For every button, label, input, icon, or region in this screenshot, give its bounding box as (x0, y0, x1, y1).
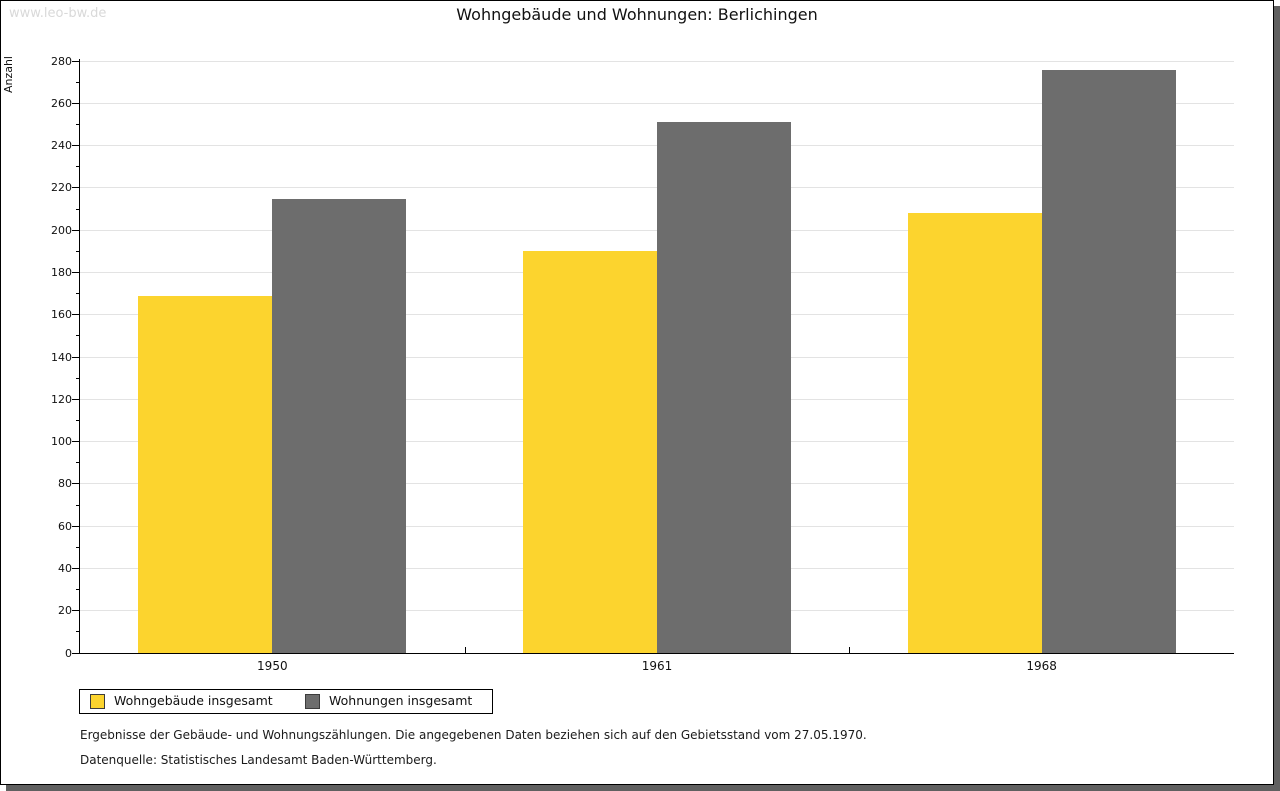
y-axis-tick-label: 20 (58, 604, 72, 618)
y-axis-minor-tick (76, 504, 80, 506)
legend-swatch-wohnungen (305, 694, 320, 709)
x-axis-tick-label: 1950 (257, 659, 288, 673)
y-axis-minor-tick (76, 462, 80, 464)
footer-source: Datenquelle: Statistisches Landesamt Bad… (80, 753, 437, 767)
legend-swatch-wohngebaeude (90, 694, 105, 709)
y-axis-major-tick (72, 60, 80, 62)
y-axis-minor-tick (76, 546, 80, 548)
x-axis-tick-label: 1968 (1026, 659, 1057, 673)
y-axis-minor-tick (76, 377, 80, 379)
bar-wohngeb-ude-insgesamt-1961 (523, 251, 657, 653)
y-axis-tick-label: 80 (58, 477, 72, 491)
watermark: www.leo-bw.de (9, 6, 107, 21)
legend: Wohngebäude insgesamt Wohnungen insgesamt (79, 689, 493, 714)
y-axis-major-tick (72, 441, 80, 443)
bar-wohngeb-ude-insgesamt-1950 (138, 295, 273, 653)
y-axis-tick-label: 240 (51, 139, 72, 153)
y-axis-tick-label: 120 (51, 392, 72, 406)
legend-label: Wohngebäude insgesamt (114, 693, 273, 708)
y-axis-major-tick (72, 356, 80, 358)
y-axis-major-tick (72, 272, 80, 273)
y-axis-minor-tick (76, 250, 80, 252)
y-axis-minor-tick (76, 631, 80, 633)
y-axis-major-tick (72, 102, 80, 104)
y-axis-major-tick (72, 567, 80, 569)
bar-wohnungen-insgesamt-1968 (1041, 69, 1176, 653)
y-axis-minor-tick (76, 166, 80, 168)
plot-area: 0 20 40 60 80 100 120 140 160 180 200 220 240 260 280 1… (51, 56, 1234, 673)
y-axis-major-tick (72, 314, 80, 316)
y-axis-tick-label: 220 (51, 181, 72, 195)
y-axis-minor-tick (76, 208, 80, 210)
y-axis-major-tick (72, 145, 80, 147)
y-axis-tick-label: 140 (51, 350, 72, 364)
y-axis-tick-label: 0 (65, 646, 72, 660)
y-axis-major-tick (72, 525, 80, 527)
y-axis-tick-label: 160 (51, 308, 72, 322)
y-axis-major-tick (72, 187, 80, 189)
y-axis-minor-tick (76, 124, 80, 126)
y-axis-tick-label: 260 (51, 96, 72, 110)
y-axis-tick-label: 60 (58, 519, 72, 533)
y-axis-minor-tick (76, 293, 80, 295)
y-axis-major-tick (72, 610, 80, 612)
y-axis-minor-tick (76, 335, 80, 337)
y-axis-major-tick (72, 398, 80, 400)
x-axis-boundary-tick (464, 647, 466, 653)
y-axis-minor-tick (76, 589, 80, 591)
y-axis-tick-label: 40 (58, 561, 72, 575)
y-axis-minor-tick (76, 81, 80, 83)
y-axis-major-tick (72, 483, 80, 485)
bar-wohnungen-insgesamt-1950 (272, 198, 407, 653)
footer-note: Ergebnisse der Gebäude- und Wohnungszähl… (80, 728, 867, 742)
y-axis-major-tick (72, 652, 80, 654)
y-axis-title: Anzahl (2, 56, 15, 94)
y-axis-minor-tick (76, 419, 80, 421)
y-axis-tick-label: 280 (51, 54, 72, 68)
y-axis-tick-label: 180 (51, 266, 72, 279)
bar-wohnungen-insgesamt-1961 (657, 122, 791, 653)
y-gridline (80, 60, 1234, 62)
bar-wohngeb-ude-insgesamt-1968 (907, 213, 1042, 653)
legend-label: Wohnungen insgesamt (329, 693, 473, 708)
x-axis-tick-label: 1961 (641, 659, 673, 673)
x-axis-boundary-tick (849, 647, 851, 653)
y-axis-tick-label: 100 (51, 435, 72, 449)
chart-title: Wohngebäude und Wohnungen: Berlichingen (456, 5, 818, 24)
y-axis-tick-label: 200 (51, 223, 72, 237)
y-gridline (80, 102, 1234, 104)
y-axis-major-tick (72, 229, 80, 231)
